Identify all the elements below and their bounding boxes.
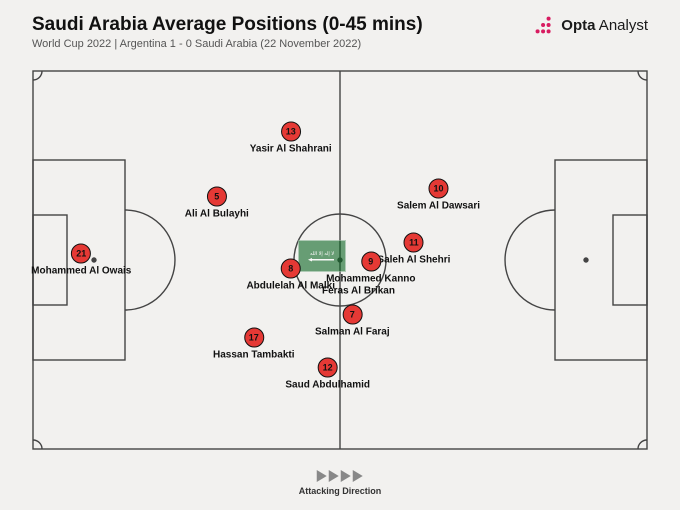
direction-arrow-icon <box>341 470 351 482</box>
direction-arrows <box>299 470 382 482</box>
direction-arrow-icon <box>353 470 363 482</box>
page-subtitle: World Cup 2022 | Argentina 1 - 0 Saudi A… <box>32 38 648 50</box>
brand-logo: Opta Analyst <box>533 14 648 36</box>
direction-arrow-icon <box>329 470 339 482</box>
brand-text: Opta Analyst <box>561 17 648 34</box>
attacking-direction: Attacking Direction <box>299 470 382 496</box>
pitch-container: لا إله إلا الله 21Mohammed Al Owais13Yas… <box>32 70 648 450</box>
opta-dots-icon <box>533 14 555 36</box>
direction-label: Attacking Direction <box>299 486 382 496</box>
team-flag: لا إله إلا الله <box>298 240 346 272</box>
saudi-flag-icon: لا إله إلا الله <box>302 247 342 265</box>
svg-text:لا إله إلا الله: لا إله إلا الله <box>309 251 333 257</box>
direction-arrow-icon <box>317 470 327 482</box>
